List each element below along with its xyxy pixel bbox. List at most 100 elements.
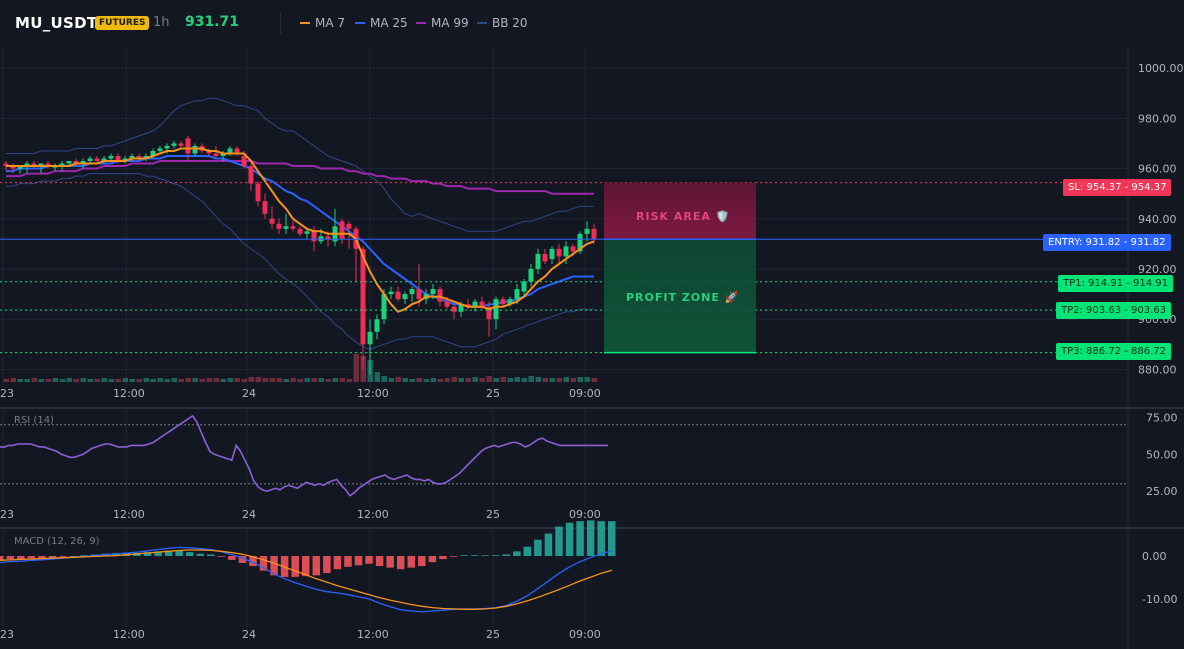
bb-lower-line: [6, 173, 594, 350]
candle-body: [297, 228, 303, 234]
candle-body: [276, 223, 282, 229]
volume-bar: [59, 379, 65, 382]
macd-histogram-bar: [608, 521, 616, 556]
volume-bar: [465, 378, 471, 382]
time-axis-tick: 25: [486, 628, 500, 641]
volume-bar: [108, 379, 114, 382]
time-axis-tick: 12:00: [357, 628, 389, 641]
volume-bar: [248, 377, 254, 382]
candle-body: [528, 268, 534, 282]
risk-area-zone: [604, 182, 756, 240]
volume-bar: [45, 379, 51, 382]
symbol-name[interactable]: MU_USDT: [15, 14, 98, 32]
timeframe-label[interactable]: 1h: [153, 15, 170, 30]
legend-ma7[interactable]: MA 7: [300, 16, 345, 30]
profit-zone: [604, 239, 756, 353]
ma25-swatch: [355, 22, 365, 24]
volume-bar: [325, 379, 331, 382]
candle-body: [479, 301, 485, 307]
macd-histogram-bar: [418, 556, 426, 567]
legend-ma99[interactable]: MA 99: [416, 16, 469, 30]
volume-bar: [402, 378, 408, 382]
candle-body: [171, 143, 177, 146]
bb20-label: BB 20: [492, 16, 528, 30]
sl-price-tag: SL: 954.37 - 954.37: [1063, 179, 1172, 196]
price-axis-tick: 940.00: [1138, 213, 1177, 226]
volume-bar: [472, 377, 478, 382]
candle-body: [535, 253, 541, 269]
volume-bar: [297, 379, 303, 382]
candle-body: [143, 155, 149, 159]
volume-bar: [52, 378, 58, 382]
price-axis-tick: 980.00: [1138, 112, 1177, 125]
candle-body: [374, 319, 380, 332]
candle-body: [486, 306, 492, 320]
volume-bar: [535, 377, 541, 382]
rsi-pane-label: RSI (14): [14, 415, 54, 426]
candle-body: [241, 155, 247, 167]
macd-axis-tick: 0.00: [1142, 550, 1167, 563]
candle-body: [444, 301, 450, 307]
legend-ma25[interactable]: MA 25: [355, 16, 408, 30]
tp2-price-tag: TP2: 903.63 - 903.63: [1056, 302, 1172, 319]
candle-body: [108, 155, 114, 159]
candle-body: [31, 163, 37, 167]
candle-body: [24, 163, 30, 167]
candle-body: [367, 331, 373, 345]
volume-bar: [332, 378, 338, 382]
candle-body: [570, 246, 576, 252]
volume-bar: [584, 377, 590, 382]
candle-body: [388, 291, 394, 295]
volume-bar: [423, 379, 429, 382]
volume-bar: [262, 378, 268, 382]
time-axis-tick: 12:00: [113, 508, 145, 521]
volume-bar: [353, 354, 359, 382]
legend-bb20[interactable]: BB 20: [477, 16, 528, 30]
macd-histogram-bar: [270, 556, 278, 576]
candle-body: [3, 163, 9, 167]
volume-bar: [563, 377, 569, 382]
candle-body: [45, 163, 51, 167]
candle-body: [360, 248, 366, 345]
macd-histogram-bar: [291, 556, 299, 577]
macd-histogram-bar: [164, 550, 173, 556]
volume-bar: [150, 379, 156, 382]
time-axis-tick: 25: [486, 387, 500, 400]
candle-body: [17, 166, 23, 169]
volume-bar: [122, 378, 128, 382]
volume-bar: [10, 378, 16, 382]
candle-body: [150, 150, 156, 156]
candle-body: [584, 228, 590, 234]
macd-histogram-bar: [143, 552, 152, 556]
macd-histogram-bar: [154, 551, 162, 556]
header-divider: [280, 12, 281, 34]
candle-body: [500, 299, 506, 305]
time-axis-tick: 12:00: [113, 387, 145, 400]
candle-body: [129, 155, 135, 159]
chart-header: MU_USDT FUTURES 1h 931.71 MA 7 MA 25 MA …: [0, 0, 1184, 46]
time-axis-tick: 12:00: [357, 508, 389, 521]
candle-body: [122, 158, 128, 162]
macd-line: [0, 546, 613, 613]
macd-histogram-bar: [0, 556, 4, 560]
price-axis-tick: 880.00: [1138, 363, 1177, 376]
volume-bar: [192, 378, 198, 382]
candle-body: [283, 226, 289, 229]
candle-body: [577, 233, 583, 252]
volume-bar: [437, 379, 443, 382]
volume-bar: [500, 377, 506, 382]
volume-bar: [185, 378, 191, 382]
candle-body: [262, 201, 268, 214]
candle-body: [136, 155, 142, 159]
candle-body: [248, 166, 254, 184]
volume-bar: [388, 378, 394, 382]
time-axis-tick: 23: [0, 387, 14, 400]
volume-bar: [395, 377, 401, 382]
candle-body: [304, 231, 310, 234]
volume-bar: [577, 377, 583, 382]
candle-body: [542, 253, 548, 262]
volume-bar: [206, 378, 212, 382]
volume-bar: [318, 378, 324, 382]
volume-bar: [514, 377, 520, 382]
